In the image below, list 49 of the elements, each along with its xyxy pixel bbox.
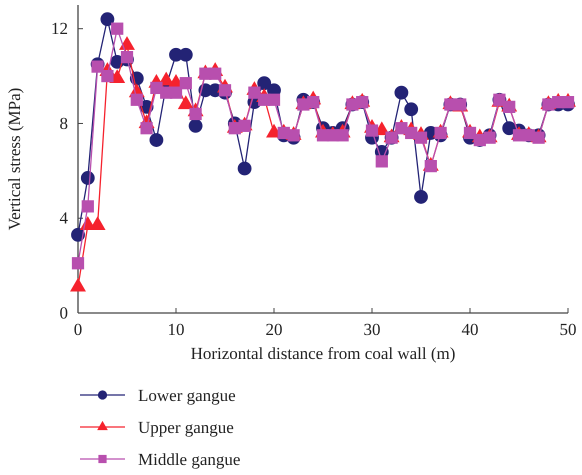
x-tick-label: 50 <box>560 320 576 340</box>
legend-label: Middle gangue <box>138 450 240 469</box>
point <box>532 132 545 144</box>
point <box>394 86 408 100</box>
point <box>483 132 496 144</box>
point <box>414 132 428 144</box>
point <box>180 77 192 90</box>
point <box>209 68 222 80</box>
point <box>376 155 388 168</box>
point <box>248 86 261 99</box>
point <box>111 22 124 35</box>
point <box>170 86 182 99</box>
point <box>178 48 193 62</box>
point <box>101 70 114 82</box>
point <box>366 124 378 137</box>
point <box>257 76 272 90</box>
point <box>336 129 349 142</box>
y-tick-label: 4 <box>60 208 68 228</box>
point <box>189 108 202 120</box>
y-axis-title: Vertical stress (MPa) <box>5 88 24 230</box>
point <box>414 190 428 204</box>
point <box>140 122 153 134</box>
x-tick-label: 40 <box>462 320 478 340</box>
y-tick-label: 12 <box>51 19 68 38</box>
x-tick-label: 30 <box>364 320 380 340</box>
point <box>238 162 252 176</box>
point <box>120 51 134 64</box>
point <box>149 133 164 147</box>
point <box>188 118 203 133</box>
point <box>287 129 300 142</box>
x-tick-label: 0 <box>74 320 82 340</box>
point <box>82 200 94 213</box>
point <box>562 96 574 108</box>
point <box>91 60 104 73</box>
x-tick-label: 10 <box>168 320 184 340</box>
point <box>268 94 280 106</box>
point <box>434 126 447 140</box>
legend-label: Upper gangue <box>138 418 234 437</box>
point <box>100 12 114 26</box>
point <box>404 102 418 116</box>
point <box>218 84 232 96</box>
x-tick-label: 20 <box>266 320 282 340</box>
point <box>72 257 84 270</box>
x-axis-title: Horizontal distance from coal wall (m) <box>190 344 456 363</box>
y-tick-label: 0 <box>60 303 68 322</box>
point <box>238 120 251 132</box>
legend-label: Lower gangue <box>138 386 236 405</box>
y-tick-label: 8 <box>60 114 68 133</box>
point <box>130 94 143 106</box>
